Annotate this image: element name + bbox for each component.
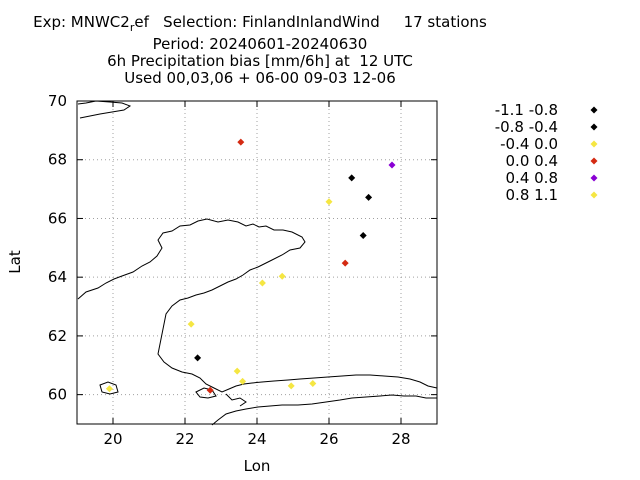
data-point <box>237 138 245 146</box>
legend-marker <box>590 123 598 131</box>
data-point <box>359 231 367 239</box>
axis-ticks: 20 22 24 26 28 60 62 64 66 68 70 <box>48 92 437 448</box>
data-point <box>206 386 214 394</box>
data-point <box>278 272 286 280</box>
legend-label: 0.8 1.1 <box>506 186 558 204</box>
y-tick-label: 64 <box>48 268 67 286</box>
coastline-map <box>77 100 438 426</box>
data-point <box>388 161 396 169</box>
data-point <box>365 193 373 201</box>
title-selection: ef Selection: FinlandInlandWind 17 stati… <box>134 13 487 31</box>
y-tick-label: 62 <box>48 327 67 345</box>
island-aland <box>99 381 119 395</box>
coastline-top <box>77 100 132 119</box>
data-point <box>348 174 356 182</box>
title-exp-subscript: r <box>129 21 135 34</box>
data-point <box>105 385 113 393</box>
x-tick-label: 24 <box>247 430 266 448</box>
data-point <box>239 377 247 385</box>
coastline-gulf-south <box>211 394 437 426</box>
data-point <box>325 198 333 206</box>
y-tick-label: 60 <box>48 386 67 404</box>
title-line-4: Used 00,03,06 + 06-00 09-03 12-06 <box>124 69 396 87</box>
title-exp: Exp: MNWC2 <box>33 13 130 31</box>
y-tick-label: 66 <box>48 209 67 227</box>
data-point <box>309 379 317 387</box>
data-point <box>194 354 202 362</box>
grid <box>77 100 437 424</box>
legend-marker <box>590 191 598 199</box>
x-tick-label: 22 <box>175 430 194 448</box>
x-tick-label: 20 <box>103 430 122 448</box>
legend-label: -1.1 -0.8 <box>495 101 558 119</box>
x-tick-label: 28 <box>391 430 410 448</box>
legend-marker <box>590 140 598 148</box>
legend-marker <box>590 157 598 165</box>
y-axis-label: Lat <box>6 250 24 274</box>
data-point <box>287 382 295 390</box>
island-turku <box>195 387 217 399</box>
data-point <box>341 259 349 267</box>
data-point <box>187 320 195 328</box>
chart-title: Exp: MNWC2ref Selection: FinlandInlandWi… <box>0 14 520 87</box>
y-tick-label: 68 <box>48 151 67 169</box>
x-axis-label: Lon <box>244 457 271 475</box>
legend-marker <box>590 174 598 182</box>
legend-label: 0.0 0.4 <box>506 152 558 170</box>
title-line-3: 6h Precipitation bias [mm/6h] at 12 UTC <box>107 52 413 70</box>
legend: -1.1 -0.8-0.8 -0.4-0.4 0.00.0 0.40.4 0.8… <box>495 101 598 204</box>
coastline-southwest <box>225 393 247 407</box>
y-tick-label: 70 <box>48 92 67 110</box>
x-tick-label: 26 <box>319 430 338 448</box>
coastline-bothnia <box>77 218 438 393</box>
data-point <box>258 279 266 287</box>
title-line-2: Period: 20240601-20240630 <box>152 35 368 53</box>
data-points <box>105 138 396 394</box>
legend-label: 0.4 0.8 <box>506 169 558 187</box>
title-line-1: Exp: MNWC2ref Selection: FinlandInlandWi… <box>0 14 520 36</box>
legend-marker <box>590 106 598 114</box>
legend-label: -0.4 0.0 <box>500 135 558 153</box>
data-point <box>233 367 241 375</box>
legend-label: -0.8 -0.4 <box>495 118 558 136</box>
